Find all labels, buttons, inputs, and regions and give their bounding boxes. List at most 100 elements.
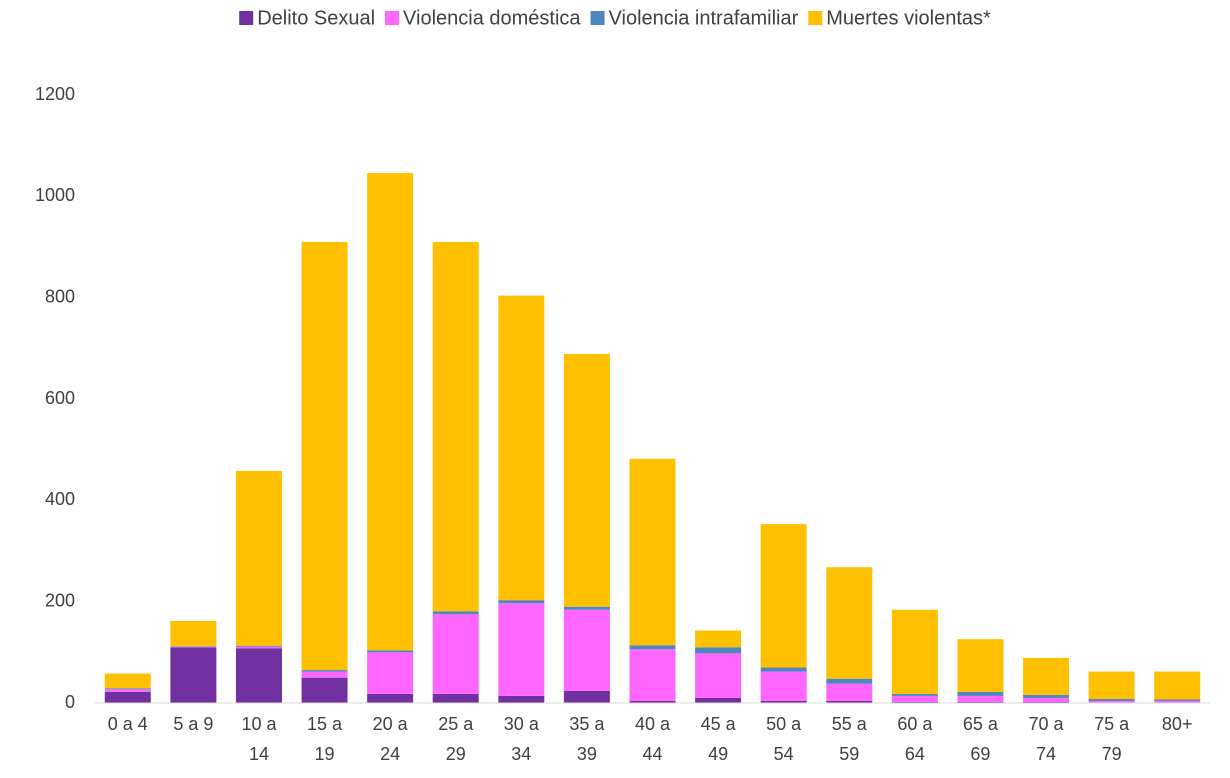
x-tick-label: 70 a 74 [1029, 714, 1065, 764]
x-tick-label: 25 a 29 [438, 714, 474, 764]
bar-segment [1023, 697, 1070, 702]
y-tick-label: 800 [45, 286, 75, 306]
bar-segment [1088, 671, 1135, 699]
bar-segment [367, 650, 414, 653]
bar-segment [1088, 700, 1135, 703]
x-tick-label: 65 a 69 [963, 714, 999, 764]
x-tick-label: 30 a 34 [504, 714, 540, 764]
bar-segment [826, 678, 873, 684]
x-tick-label: 0 a 4 [108, 714, 148, 734]
bar-segment [301, 670, 348, 672]
bar-segment [432, 611, 479, 615]
bar-segment [1154, 671, 1201, 700]
bar-segment [891, 695, 938, 702]
bar-segment [235, 646, 282, 649]
y-tick-label: 1000 [35, 185, 75, 205]
bar-segment [563, 609, 610, 691]
x-tick-label: 15 a 19 [307, 714, 343, 764]
bar-segment [629, 649, 676, 701]
legend-swatch [590, 11, 605, 25]
bar-segment [563, 606, 610, 610]
bar-segment [695, 630, 742, 648]
legend-swatch [385, 11, 400, 25]
bar-segment [1088, 698, 1135, 701]
legend-label: Violencia intrafamiliar [609, 7, 799, 29]
bar-segment [170, 620, 217, 647]
bar-segment [301, 241, 348, 671]
bar-segment [498, 600, 545, 604]
bar-segment [695, 697, 742, 703]
bar-segment [957, 695, 1004, 702]
bar-segment [367, 693, 414, 703]
legend-label: Delito Sexual [257, 7, 375, 29]
bar-segment [957, 691, 1004, 696]
bar-segment [301, 677, 348, 703]
bar-segment [498, 295, 545, 601]
bar-segment [1023, 694, 1070, 698]
bar-segment [760, 667, 807, 672]
bar-segment [367, 652, 414, 694]
x-tick-label: 45 a 49 [701, 714, 737, 764]
bar-segment [170, 646, 217, 647]
bar-segment [695, 653, 742, 698]
bar-segment [891, 693, 938, 696]
y-tick-label: 0 [65, 692, 75, 712]
x-tick-label: 75 a 79 [1094, 714, 1130, 764]
y-tick-label: 200 [45, 590, 75, 610]
x-tick-label: 55 a 59 [832, 714, 868, 764]
bar-segment [301, 671, 348, 678]
bar-segment [695, 647, 742, 654]
bar-segment [563, 353, 610, 607]
x-tick-label: 50 a 54 [766, 714, 802, 764]
bar-segment [563, 690, 610, 703]
bar-segment [957, 639, 1004, 692]
bar-segment [235, 645, 282, 647]
x-tick-label: 60 a 64 [897, 714, 933, 764]
bar-segment [432, 693, 479, 703]
bar-segment [104, 673, 151, 689]
legend: Delito Sexual Violencia doméstica Violenci… [239, 7, 991, 29]
x-tick-label: 80+ [1162, 714, 1193, 734]
bar-segment [104, 688, 151, 690]
bar-segment [104, 691, 151, 703]
legend-swatch [808, 11, 823, 25]
bar-segment [629, 700, 676, 703]
bar-segment [170, 646, 217, 648]
bar-segment [1154, 700, 1201, 703]
bar-segment [1023, 701, 1070, 703]
bar-segment [826, 700, 873, 703]
bar-segment [367, 173, 414, 651]
bar-segment [826, 567, 873, 679]
x-tick-label: 20 a 24 [373, 714, 409, 764]
bar-segment [629, 458, 676, 646]
bar-segment [498, 603, 545, 696]
bar-segment [235, 648, 282, 703]
x-tick-label: 10 a 14 [241, 714, 277, 764]
x-tick-label: 40 a 44 [635, 714, 671, 764]
bar-segment [891, 701, 938, 703]
bar-segment [891, 609, 938, 694]
legend-swatch [239, 11, 254, 25]
x-tick-label: 5 a 9 [173, 714, 213, 734]
legend-label: Muertes violentas* [826, 7, 991, 29]
y-tick-label: 1200 [35, 84, 75, 104]
bar-segment [170, 647, 217, 703]
x-tick-label: 35 a 39 [569, 714, 605, 764]
bar-segment [760, 700, 807, 703]
bar-segment [1023, 657, 1070, 695]
bar-segment [760, 671, 807, 701]
bar-segment [760, 524, 807, 668]
legend-label: Violencia doméstica [403, 7, 581, 29]
bar-segment [498, 695, 545, 703]
bar-segment [235, 470, 282, 646]
y-tick-label: 400 [45, 489, 75, 509]
bar-segment [1154, 699, 1201, 701]
bar-segment [629, 645, 676, 650]
bar-segment [826, 683, 873, 701]
y-tick-label: 600 [45, 388, 75, 408]
bar-segment [432, 241, 479, 612]
bar-segment [957, 701, 1004, 703]
bar-segment [104, 689, 151, 692]
bar-segment [432, 614, 479, 694]
